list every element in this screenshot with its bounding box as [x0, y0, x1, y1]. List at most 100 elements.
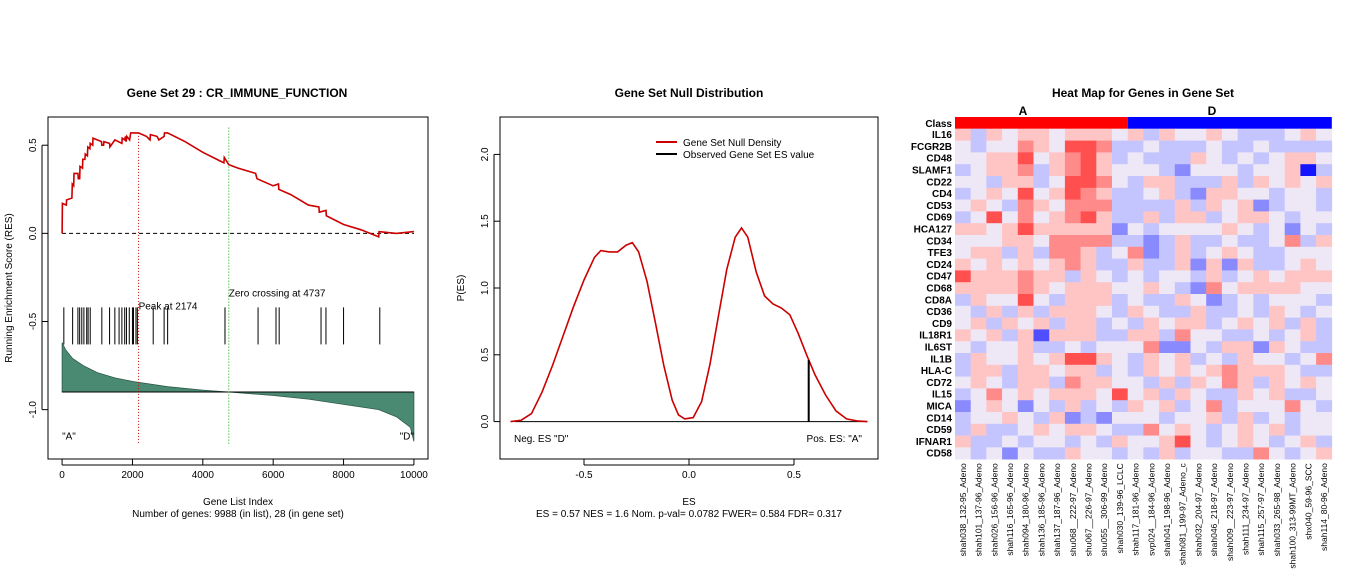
heatmap-cell [1064, 140, 1081, 153]
heatmap-cell [1221, 305, 1238, 318]
heatmap-cell [1159, 258, 1176, 271]
heatmap-cell [1127, 364, 1144, 377]
heatmap-cell [1080, 128, 1097, 141]
heatmap-cell [1237, 376, 1254, 389]
heatmap-cell [1064, 329, 1081, 342]
null-distribution-title: Gene Set Null Distribution [615, 86, 764, 100]
heatmap-cell [1002, 164, 1019, 177]
heatmap-cell [970, 282, 987, 295]
heatmap-cell [1017, 376, 1034, 389]
heatmap-cell [1316, 435, 1333, 448]
heatmap-cell [1159, 199, 1176, 212]
heatmap-cell [970, 187, 987, 200]
heatmap-cell [970, 435, 987, 448]
heatmap-cell [1300, 305, 1317, 318]
heatmap-cell [1127, 353, 1144, 366]
heatmap-cell [1002, 364, 1019, 377]
heatmap-cell [1221, 447, 1238, 460]
heatmap-cell [1269, 388, 1285, 401]
heatmap-cell [1112, 447, 1128, 460]
heatmap-cell [955, 341, 971, 354]
heatmap-cell [955, 400, 971, 413]
heatmap-cell [1221, 364, 1238, 377]
heatmap-cell [1143, 447, 1160, 460]
null-distribution-y-axis: 0.0 0.5 1.0 1.5 2.0 [480, 147, 500, 429]
heatmap-cell [1237, 246, 1254, 259]
heatmap-cell [1206, 211, 1223, 224]
heatmap-cell [1237, 400, 1254, 413]
heatmap-cell [1284, 258, 1301, 271]
heatmap-cell [1143, 317, 1160, 330]
heatmap-cell [970, 400, 987, 413]
heatmap-cell [1002, 317, 1019, 330]
heatmap-cell [1284, 223, 1301, 236]
heatmap-cell [1080, 282, 1097, 295]
heatmap-cell [1112, 341, 1128, 354]
heatmap-cell [1316, 400, 1333, 413]
density-line [510, 226, 868, 423]
heatmap-cell [1080, 400, 1097, 413]
heatmap-cell [1206, 317, 1223, 330]
class-d-end-label: "D" [400, 432, 415, 443]
class-row-label: Class [925, 119, 952, 130]
heatmap-cell [1127, 211, 1144, 224]
gene-label: TFE3 [928, 248, 953, 259]
x-tick-label: 0.0 [682, 470, 696, 481]
heatmap-cell [1143, 435, 1160, 448]
heatmap-cell [1300, 412, 1317, 425]
heatmap-cell [1143, 353, 1160, 366]
heatmap-cell [1143, 140, 1160, 153]
heatmap-cell [1206, 353, 1223, 366]
heatmap-cell [1190, 187, 1207, 200]
heatmap-cell [1002, 187, 1019, 200]
heatmap-cell [1316, 447, 1333, 460]
heatmap-cell [1174, 388, 1191, 401]
heatmap-cell [1080, 388, 1097, 401]
heatmap-cell [1190, 329, 1207, 342]
heatmap-cell [1284, 400, 1301, 413]
heatmap-cell [1049, 435, 1066, 448]
class-d-bar [1127, 117, 1332, 129]
heatmap-cell [1269, 187, 1285, 200]
heatmap-cell [1064, 447, 1081, 460]
heatmap-cell [1190, 211, 1207, 224]
heatmap-cell [1017, 223, 1034, 236]
heatmap-cell [1284, 152, 1301, 165]
x-tick-label: -0.5 [575, 470, 593, 481]
heatmap-cell [1002, 294, 1019, 307]
heatmap-cell [1033, 199, 1050, 212]
heatmap-cell [1159, 152, 1176, 165]
heatmap-cell [1159, 364, 1176, 377]
heatmap-cell [1064, 235, 1081, 248]
heatmap-cell [1080, 152, 1097, 165]
heatmap-cell [1237, 341, 1254, 354]
enrichment-x-axis: 0 2000 4000 6000 8000 10000 [59, 459, 428, 481]
heatmap-cell [1253, 317, 1270, 330]
heatmap-cell [1174, 376, 1191, 389]
heatmap-cell [1300, 317, 1317, 330]
heatmap-cell [1159, 329, 1176, 342]
gene-label: CD72 [926, 378, 952, 389]
heatmap-cell [1174, 282, 1191, 295]
y-tick-label: -0.5 [28, 312, 39, 330]
null-density-curve [510, 226, 868, 423]
heatmap-cell [1127, 294, 1144, 307]
gene-label: IL15 [932, 390, 952, 401]
heatmap-cell [1002, 128, 1019, 141]
heatmap-cell [1269, 282, 1285, 295]
heatmap-cell [1159, 235, 1176, 248]
null-distribution-x-axis: -0.5 0.0 0.5 [575, 459, 801, 481]
heatmap-cell [1284, 128, 1301, 141]
heatmap-cell [1221, 223, 1238, 236]
heatmap-cell [1253, 235, 1270, 248]
heatmap-cell [1049, 364, 1066, 377]
heatmap-cell [1096, 282, 1113, 295]
heatmap-cell [1237, 412, 1254, 425]
heatmap-cell [1143, 341, 1160, 354]
heatmap-cell [1080, 164, 1097, 177]
heatmap-cell [1080, 329, 1097, 342]
heatmap-cell [1269, 435, 1285, 448]
heatmap-cell [1002, 199, 1019, 212]
heatmap-cell [1096, 164, 1113, 177]
heatmap-cell [986, 128, 1003, 141]
